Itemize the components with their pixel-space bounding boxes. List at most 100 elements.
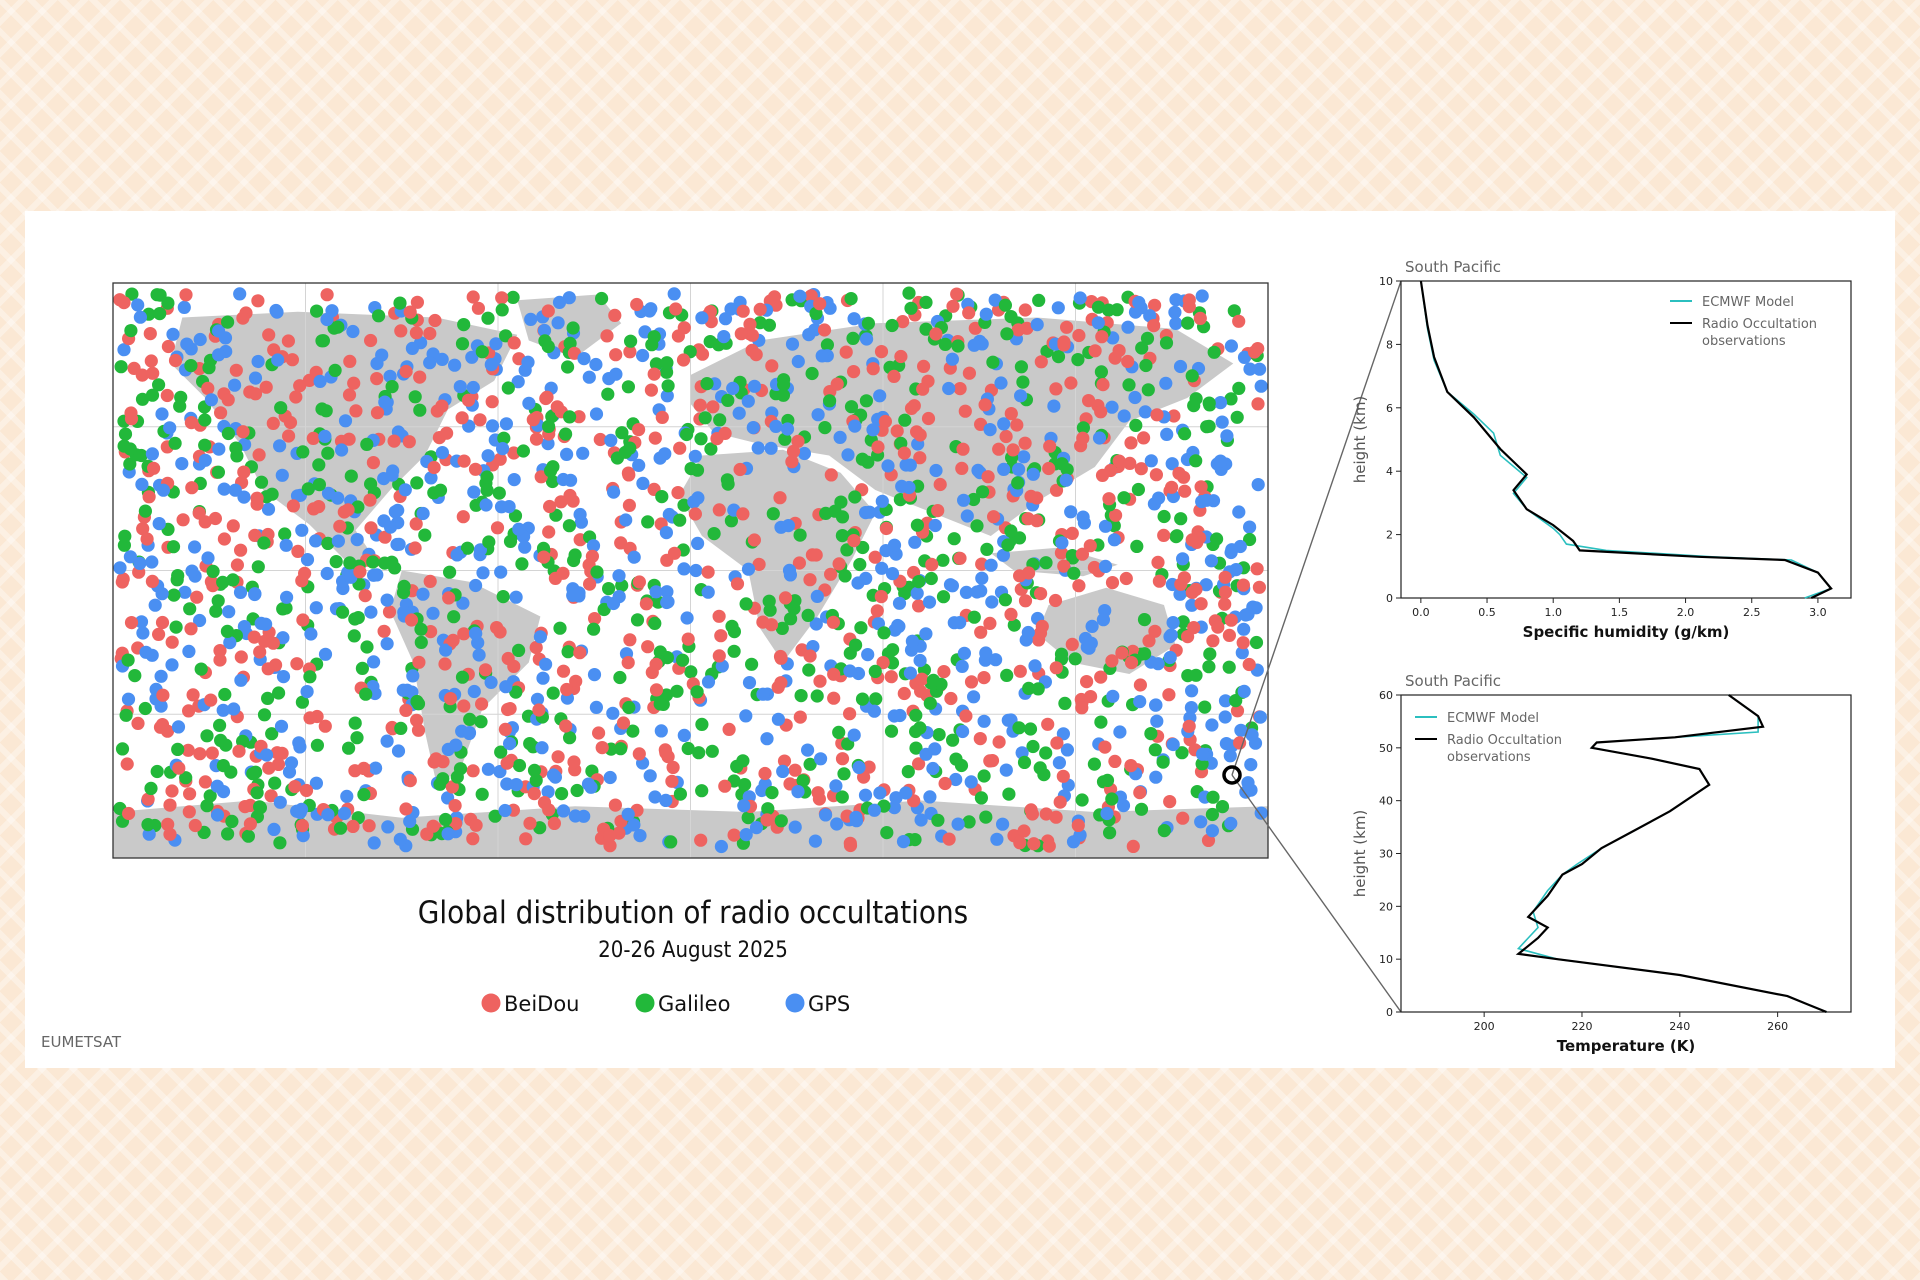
gps-point bbox=[959, 585, 974, 599]
galileo-point bbox=[1032, 293, 1046, 307]
galileo-point bbox=[868, 664, 882, 678]
beidou-point bbox=[347, 376, 361, 390]
beidou-point bbox=[641, 640, 655, 654]
gps-point bbox=[393, 832, 407, 846]
y-axis-label: height (km) bbox=[1351, 396, 1369, 484]
gps-point bbox=[1223, 749, 1237, 763]
galileo-point bbox=[496, 590, 510, 604]
beidou-point bbox=[182, 704, 196, 718]
highlighted-location[interactable] bbox=[1222, 765, 1242, 785]
galileo-point bbox=[597, 602, 611, 617]
gps-point bbox=[788, 820, 802, 834]
beidou-point bbox=[1147, 319, 1161, 333]
galileo-point bbox=[198, 438, 212, 452]
galileo-point bbox=[695, 784, 709, 798]
beidou-point bbox=[695, 347, 710, 361]
x-tick-label: 2.5 bbox=[1743, 606, 1761, 619]
galileo-point bbox=[838, 569, 852, 583]
beidou-point bbox=[440, 426, 454, 440]
beidou-point bbox=[1105, 576, 1120, 590]
galileo-point bbox=[880, 826, 894, 840]
gps-point bbox=[1012, 462, 1026, 476]
beidou-point bbox=[803, 573, 817, 587]
beidou-point bbox=[843, 838, 858, 853]
gps-point bbox=[383, 520, 398, 534]
beidou-point bbox=[1057, 335, 1071, 349]
gps-point bbox=[260, 748, 274, 762]
beidou-point bbox=[827, 691, 841, 705]
galileo-point bbox=[355, 661, 369, 675]
galileo-point bbox=[118, 529, 132, 543]
beidou-point bbox=[1133, 678, 1147, 692]
galileo-point bbox=[1022, 681, 1036, 695]
galileo-point bbox=[310, 304, 324, 318]
gps-point bbox=[364, 605, 378, 619]
gps-point bbox=[276, 631, 290, 645]
beidou-point bbox=[803, 649, 817, 663]
gps-point bbox=[321, 808, 335, 822]
beidou-point bbox=[122, 806, 136, 821]
beidou-point bbox=[266, 416, 280, 430]
gps-point bbox=[142, 827, 156, 841]
beidou-point bbox=[774, 651, 788, 665]
gps-point bbox=[222, 605, 236, 619]
galileo-point bbox=[949, 752, 963, 766]
galileo-point bbox=[488, 809, 502, 823]
beidou-point bbox=[353, 565, 367, 579]
gps-point bbox=[473, 543, 487, 557]
gps-point bbox=[294, 802, 309, 817]
beidou-point bbox=[234, 650, 248, 664]
gps-point bbox=[1165, 457, 1179, 471]
beidou-point bbox=[1057, 559, 1071, 573]
galileo-point bbox=[315, 402, 329, 416]
beidou-point bbox=[1056, 769, 1070, 783]
galileo-point bbox=[360, 437, 374, 451]
gps-point bbox=[914, 813, 928, 827]
gps-point bbox=[717, 330, 731, 344]
legend-label: ECMWF Model bbox=[1447, 711, 1539, 726]
beidou-point bbox=[466, 290, 480, 304]
beidou-point bbox=[286, 499, 300, 513]
beidou-point bbox=[116, 572, 130, 586]
gps-point bbox=[424, 471, 438, 485]
gps-point bbox=[577, 809, 591, 823]
galileo-point bbox=[241, 829, 255, 843]
beidou-point bbox=[573, 646, 587, 660]
galileo-point bbox=[115, 742, 130, 756]
gps-point bbox=[533, 630, 547, 644]
galileo-point bbox=[967, 610, 981, 624]
beidou-point bbox=[443, 692, 458, 706]
gps-point bbox=[381, 820, 395, 834]
beidou-point bbox=[793, 710, 807, 724]
gps-point bbox=[1205, 824, 1219, 838]
gps-point bbox=[212, 348, 226, 362]
galileo-point bbox=[835, 790, 849, 804]
galileo-point bbox=[153, 307, 167, 321]
galileo-point bbox=[303, 670, 317, 684]
gps-point bbox=[885, 567, 900, 581]
galileo-point bbox=[1007, 618, 1021, 632]
galileo-point bbox=[741, 811, 755, 825]
beidou-point bbox=[306, 431, 320, 445]
galileo-point bbox=[1202, 419, 1216, 433]
plot-frame bbox=[1400, 280, 1852, 599]
galileo-point bbox=[854, 621, 868, 635]
beidou-point bbox=[866, 362, 880, 376]
galileo-point bbox=[1051, 350, 1066, 364]
beidou-point bbox=[938, 776, 952, 791]
gps-point bbox=[1021, 625, 1035, 640]
beidou-point bbox=[1152, 574, 1166, 588]
gps-point bbox=[957, 493, 971, 507]
gps-point bbox=[785, 337, 800, 351]
gps-point bbox=[171, 720, 186, 734]
beidou-point bbox=[124, 616, 139, 630]
galileo-point bbox=[1203, 647, 1217, 661]
gps-point bbox=[956, 724, 970, 739]
galileo-point bbox=[774, 814, 788, 828]
beidou-point bbox=[1121, 354, 1135, 369]
gps-point bbox=[858, 788, 873, 802]
beidou-point bbox=[747, 533, 762, 547]
gps-point bbox=[489, 337, 503, 351]
beidou-point bbox=[408, 541, 422, 555]
gps-point bbox=[1169, 316, 1183, 330]
